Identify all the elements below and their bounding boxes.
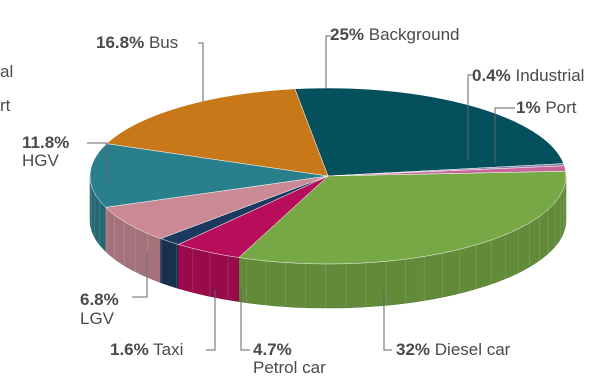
pie-slice-background (294, 87, 564, 177)
label-petrol-name: Petrol car (253, 358, 326, 377)
leader-line-diesel (383, 290, 392, 351)
leader-line-industrial (467, 74, 474, 160)
label-taxi: 1.6% Taxi (110, 340, 184, 359)
leader-line-lgv (132, 252, 148, 298)
label-port: 1% Port (516, 98, 577, 117)
pie-slice-hgv (89, 143, 329, 208)
label-hgv-name: HGV (22, 151, 59, 170)
label-hgv-value: 11.8% (22, 133, 70, 152)
label-partial-al: al (0, 62, 14, 81)
pie-slice-bus (106, 88, 329, 177)
label-industrial: 0.4% Industrial (472, 66, 585, 85)
label-diesel: 32% Diesel car (396, 340, 511, 359)
pie-chart (87, 35, 567, 351)
label-lgv-value: 6.8% (80, 290, 119, 309)
leader-line-taxi (206, 290, 216, 351)
pie-slice-diesel-car (238, 171, 567, 265)
label-petrol-value: 4.7% (253, 340, 292, 359)
leader-line-port (494, 107, 515, 163)
pie-side-taxi (160, 238, 179, 289)
leader-line-bus (198, 42, 204, 102)
leader-line-hgv (87, 142, 108, 183)
label-partial-rt: rt (0, 96, 11, 115)
label-background: 25% Background (330, 25, 460, 44)
leader-line-petrol (240, 290, 250, 351)
leader-line-background (325, 35, 331, 89)
label-lgv-name: LGV (80, 309, 115, 328)
label-bus: 16.8% Bus (96, 33, 179, 52)
